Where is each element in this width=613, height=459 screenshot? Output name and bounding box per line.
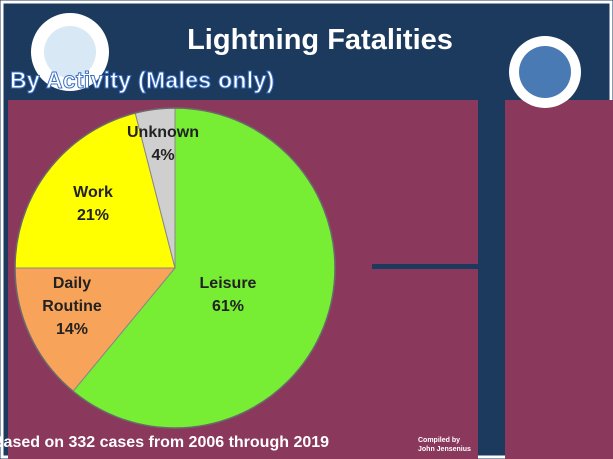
credit: Compiled by John Jensenius — [418, 436, 471, 454]
slice-name: Unknown — [127, 124, 199, 141]
slice-value: 4% — [151, 147, 175, 164]
slice-name: Work — [73, 184, 113, 201]
slice-value: 21% — [76, 207, 110, 224]
slice-value: 14% — [55, 321, 89, 338]
slice-label: Daily Routine 14% — [32, 272, 112, 341]
divider — [372, 264, 478, 269]
slice-label: Unknown 4% — [123, 121, 203, 167]
logo-right-inner — [519, 46, 571, 98]
slice-name: Daily Routine — [42, 275, 102, 315]
pie-outline — [14, 107, 336, 429]
slice-name: Leisure — [199, 275, 257, 292]
subtitle: By Activity (Males only) — [10, 67, 275, 94]
slice-label: Work 21% — [53, 181, 133, 227]
footnote: Based on 332 cases from 2006 through 201… — [0, 434, 330, 451]
logo-inner — [44, 26, 96, 78]
slice-value: 61% — [211, 298, 245, 315]
slice-label: Leisure 61% — [183, 272, 273, 318]
title: Lightning Fatalities — [187, 24, 453, 56]
credit-line: Compiled by — [418, 437, 461, 444]
panel-right — [505, 100, 613, 459]
credit-line: John Jensenius — [418, 446, 471, 453]
